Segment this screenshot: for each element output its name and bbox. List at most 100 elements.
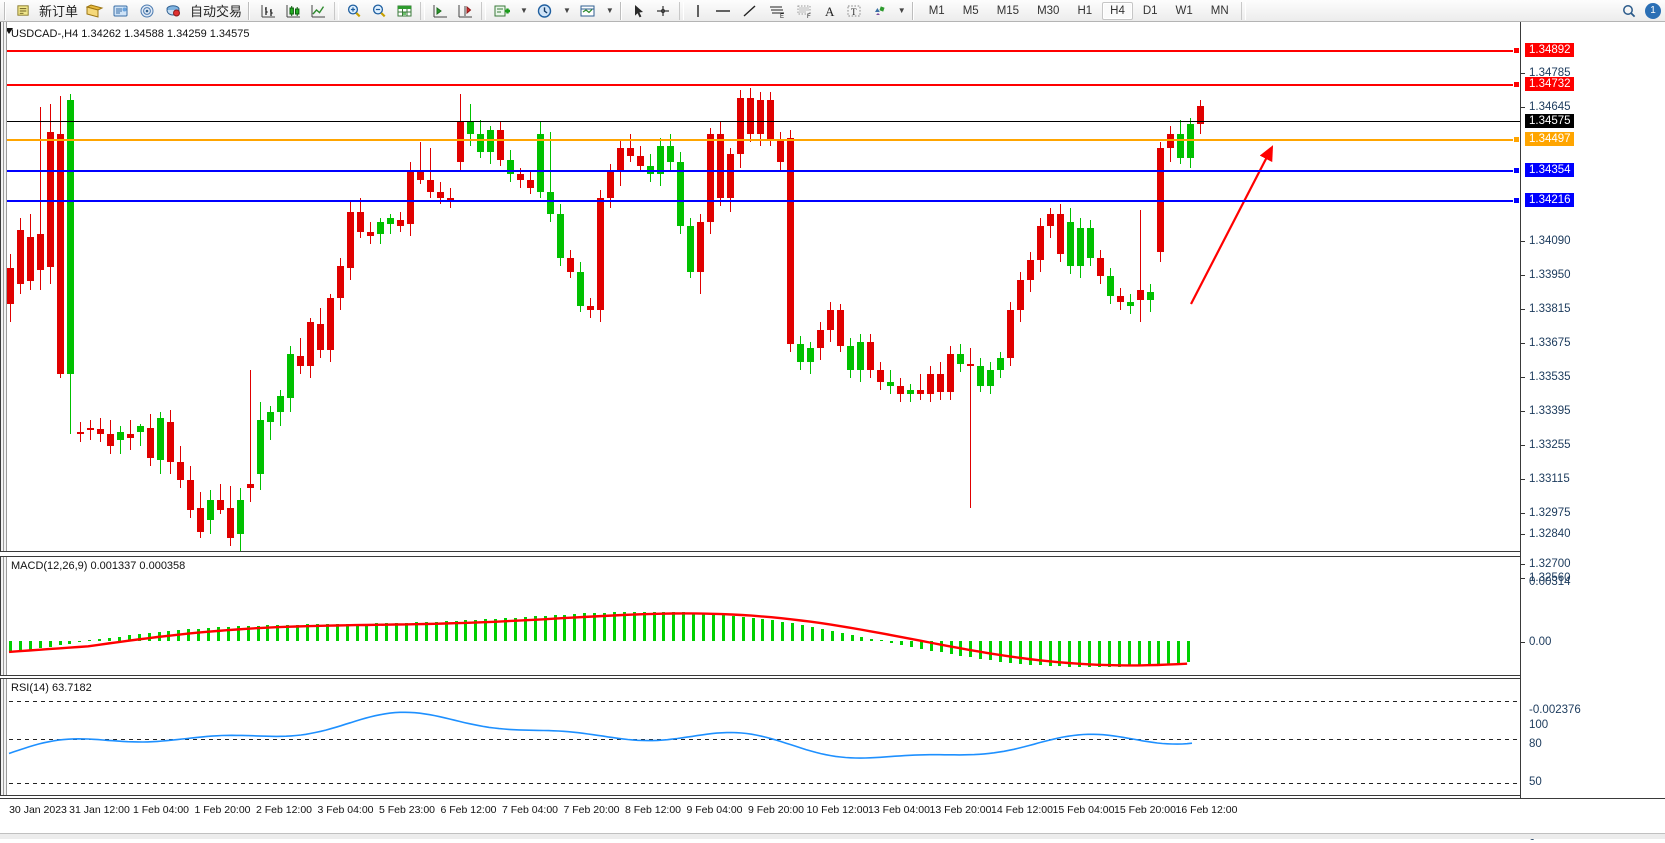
fibonacci-icon[interactable]: E	[764, 1, 790, 21]
level-line-handle[interactable]	[1513, 47, 1520, 54]
add-indicator-dropdown-icon[interactable]: ▼	[517, 1, 531, 21]
toolbar-grip-4[interactable]	[912, 2, 916, 20]
templates-icon[interactable]	[576, 1, 600, 21]
price-level-tag-resistance-upper[interactable]: 1.34892	[1525, 43, 1574, 57]
macd-label: MACD(12,26,9) 0.001337 0.000358	[11, 560, 185, 572]
level-line-bar	[1, 84, 1520, 86]
text-label-box-icon[interactable]: F	[792, 1, 818, 21]
time-tick-label: 1 Feb 04:00	[133, 804, 189, 816]
time-tick-label: 30 Jan 2023	[9, 804, 67, 816]
horizontal-line-icon[interactable]	[710, 1, 736, 21]
zoom-in-icon[interactable]	[343, 1, 366, 21]
svg-text:A: A	[825, 4, 835, 19]
notification-badge[interactable]: 1	[1642, 1, 1664, 21]
price-tick-label: 1.34645	[1529, 101, 1571, 113]
macd-signal-line	[1, 557, 1520, 676]
news-icon[interactable]	[109, 1, 133, 21]
macd-tick-label: -0.002376	[1529, 704, 1581, 716]
text-box-icon[interactable]: T	[842, 1, 866, 21]
trend-line-icon[interactable]	[738, 1, 762, 21]
toolbar-grip-3[interactable]	[620, 2, 624, 20]
toolbar-separator-5	[1241, 2, 1246, 20]
time-tick-label: 9 Feb 04:00	[686, 804, 742, 816]
crosshair-icon[interactable]	[651, 1, 675, 21]
price-level-tag-support-upper[interactable]: 1.34354	[1525, 163, 1574, 177]
shapes-dropdown-icon[interactable]: ▼	[895, 1, 909, 21]
level-line-handle[interactable]	[1513, 81, 1520, 88]
level-line-handle[interactable]	[1513, 167, 1520, 174]
signal-icon[interactable]	[135, 1, 159, 21]
period-icon[interactable]	[533, 1, 557, 21]
toolbar-grip[interactable]	[4, 2, 8, 20]
axis-tick	[1521, 309, 1525, 310]
new-order-button[interactable]: 新订单	[36, 1, 81, 21]
time-tick-label: 9 Feb 20:00	[748, 804, 804, 816]
time-tick-label: 15 Feb 04:00	[1053, 804, 1115, 816]
price-level-tag-pivot-line[interactable]: 1.34497	[1525, 132, 1574, 146]
price-level-tag-resistance-lower[interactable]: 1.34732	[1525, 77, 1574, 91]
level-line-handle[interactable]	[1513, 136, 1520, 143]
vertical-line-icon[interactable]	[688, 1, 708, 21]
new-order-icon[interactable]	[13, 1, 34, 21]
timeframe-m5[interactable]: M5	[955, 2, 987, 20]
text-icon[interactable]: A	[820, 1, 840, 21]
candlestick-chart-icon[interactable]	[282, 1, 305, 21]
price-tick-label: 1.33535	[1529, 371, 1571, 383]
zoom-out-icon[interactable]	[368, 1, 391, 21]
period-dropdown-icon[interactable]: ▼	[560, 1, 574, 21]
timeframe-mn[interactable]: MN	[1203, 2, 1237, 20]
level-line-handle[interactable]	[1513, 197, 1520, 204]
axis-tick	[1521, 445, 1525, 446]
timeframe-m1[interactable]: M1	[921, 2, 953, 20]
pane-scroll-handle[interactable]	[1, 22, 7, 551]
timeframe-h4[interactable]: H4	[1102, 2, 1133, 20]
grid-icon[interactable]	[393, 1, 416, 21]
toolbar-separator-1	[334, 2, 339, 20]
time-tick-label: 14 Feb 12:00	[991, 804, 1053, 816]
level-line-bar	[1, 200, 1520, 202]
expert-advisor-icon[interactable]	[161, 1, 185, 21]
macd-scroll-handle[interactable]	[1, 557, 7, 675]
rsi-label: RSI(14) 63.7182	[11, 682, 92, 694]
timeframe-m15[interactable]: M15	[989, 2, 1027, 20]
axis-tick	[1521, 275, 1525, 276]
timeframe-m30[interactable]: M30	[1029, 2, 1067, 20]
macd-pane[interactable]: MACD(12,26,9) 0.001337 0.000358	[0, 556, 1520, 676]
line-chart-icon[interactable]	[307, 1, 330, 21]
folder-icon[interactable]	[83, 1, 107, 21]
chart-area[interactable]: USDCAD-,H4 1.34262 1.34588 1.34259 1.345…	[0, 22, 1665, 839]
price-pane[interactable]: USDCAD-,H4 1.34262 1.34588 1.34259 1.345…	[0, 22, 1520, 552]
axis-tick	[1521, 564, 1525, 565]
time-tick-label: 15 Feb 20:00	[1114, 804, 1176, 816]
price-level-tag-current-price[interactable]: 1.34575	[1525, 114, 1574, 128]
timeframe-h1[interactable]: H1	[1069, 2, 1100, 20]
chart-shift-icon[interactable]	[454, 1, 477, 21]
cursor-icon[interactable]	[629, 1, 649, 21]
price-tick-label: 1.33395	[1529, 405, 1571, 417]
add-indicator-icon[interactable]	[490, 1, 514, 21]
auto-trading-button[interactable]: 自动交易	[187, 1, 245, 21]
shapes-icon[interactable]	[868, 1, 892, 21]
axis-tick	[1521, 578, 1525, 579]
price-level-tag-support-lower[interactable]: 1.34216	[1525, 193, 1574, 207]
rsi-tick-label: 100	[1529, 719, 1548, 731]
price-tick-label: 1.32840	[1529, 528, 1571, 540]
time-tick-label: 10 Feb 12:00	[807, 804, 869, 816]
price-tick-label: 1.33815	[1529, 303, 1571, 315]
rsi-pane[interactable]: RSI(14) 63.7182	[0, 678, 1520, 796]
toolbar-grip-2[interactable]	[248, 2, 252, 20]
rsi-scroll-handle[interactable]	[1, 679, 7, 795]
time-tick-label: 16 Feb 12:00	[1176, 804, 1238, 816]
svg-text:E: E	[780, 14, 784, 19]
rsi-tick-label: 50	[1529, 776, 1542, 788]
timeframe-d1[interactable]: D1	[1135, 2, 1166, 20]
templates-dropdown-icon[interactable]: ▼	[603, 1, 617, 21]
timeframe-w1[interactable]: W1	[1168, 2, 1201, 20]
svg-text:F: F	[807, 14, 811, 19]
search-icon[interactable]	[1618, 1, 1640, 21]
bullish-arrow[interactable]	[1, 22, 1520, 552]
bar-chart-icon[interactable]	[257, 1, 280, 21]
auto-scroll-icon[interactable]	[429, 1, 452, 21]
